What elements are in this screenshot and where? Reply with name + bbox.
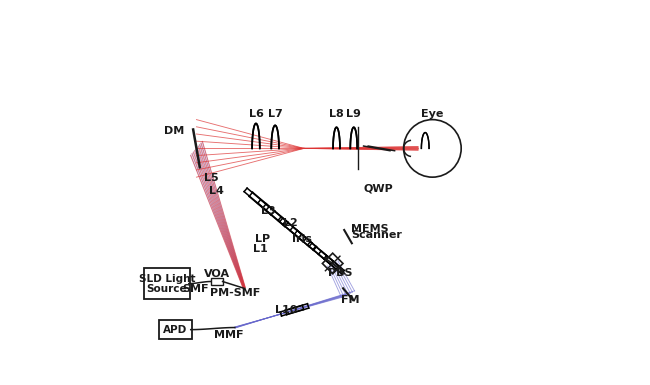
Text: Eye: Eye [421, 109, 443, 119]
FancyBboxPatch shape [144, 268, 190, 299]
Text: L5: L5 [204, 173, 219, 183]
Text: FM: FM [341, 295, 360, 305]
Text: L4: L4 [209, 186, 224, 196]
Text: QWP: QWP [363, 184, 393, 194]
Text: MEMS: MEMS [351, 224, 389, 234]
Text: L3: L3 [261, 206, 275, 216]
Text: L1: L1 [253, 244, 267, 254]
Text: SMF: SMF [183, 284, 209, 294]
Text: APD: APD [163, 325, 187, 335]
Text: L8: L8 [329, 109, 344, 119]
Text: L9: L9 [346, 109, 361, 119]
Text: Source: Source [146, 285, 187, 295]
Text: MMF: MMF [214, 330, 243, 340]
Text: SLD Light: SLD Light [138, 274, 195, 284]
Text: PBS: PBS [328, 268, 352, 278]
Bar [211, 278, 222, 285]
Text: DM: DM [164, 126, 184, 136]
Text: L7: L7 [268, 109, 283, 119]
Text: Scanner: Scanner [351, 231, 402, 241]
Text: L10: L10 [275, 305, 297, 315]
Text: Iris: Iris [292, 234, 312, 244]
Text: LP: LP [255, 234, 270, 244]
Text: L2: L2 [283, 218, 298, 228]
FancyBboxPatch shape [159, 320, 192, 340]
Text: VOA: VOA [203, 269, 230, 279]
Text: L6: L6 [248, 109, 263, 119]
Text: PM-SMF: PM-SMF [211, 288, 261, 298]
